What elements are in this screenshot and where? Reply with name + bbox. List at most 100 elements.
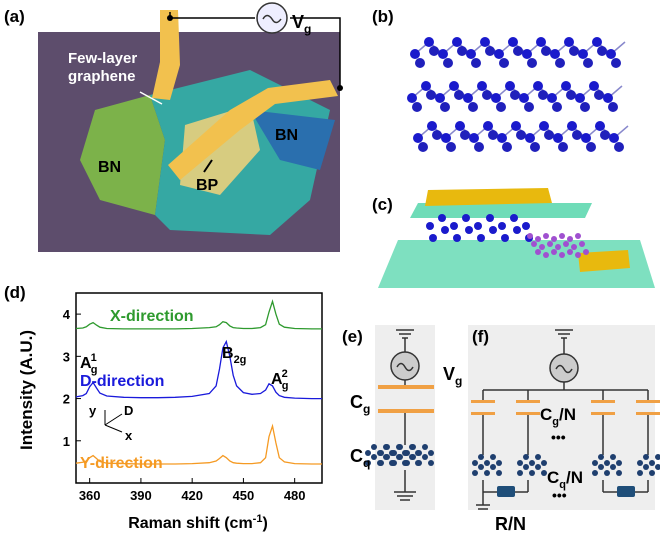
atom bbox=[371, 444, 377, 450]
electrode bbox=[425, 188, 552, 206]
atom bbox=[465, 226, 473, 234]
atom bbox=[522, 222, 530, 230]
atom bbox=[598, 454, 604, 460]
legend-label: X-direction bbox=[110, 308, 194, 325]
atom bbox=[597, 46, 607, 56]
atom bbox=[566, 90, 576, 100]
legend-label: Y-direction bbox=[80, 455, 163, 472]
atom bbox=[589, 81, 599, 91]
capacitor-plate bbox=[378, 385, 434, 389]
atom bbox=[496, 470, 502, 476]
atom bbox=[567, 249, 573, 255]
capacitor-plate bbox=[636, 400, 660, 403]
ellipsis: ••• bbox=[551, 429, 566, 445]
atom bbox=[606, 49, 616, 59]
atom bbox=[416, 450, 422, 456]
atom bbox=[441, 133, 451, 143]
atom bbox=[443, 58, 453, 68]
atom bbox=[543, 252, 549, 258]
atom bbox=[563, 241, 569, 247]
atom bbox=[378, 450, 384, 456]
capacitor-plate bbox=[516, 412, 540, 415]
atom bbox=[457, 46, 467, 56]
atom bbox=[604, 470, 610, 476]
atom bbox=[527, 58, 537, 68]
resistor bbox=[617, 486, 635, 497]
text: g bbox=[363, 402, 370, 416]
atom bbox=[501, 234, 509, 242]
resistor-label: R/N bbox=[495, 514, 526, 534]
x-tick-label: 390 bbox=[130, 488, 152, 503]
atom bbox=[510, 90, 520, 100]
atom bbox=[435, 93, 445, 103]
atom bbox=[579, 241, 585, 247]
atom bbox=[547, 93, 557, 103]
x-tick-label: 480 bbox=[284, 488, 306, 503]
atom bbox=[484, 470, 490, 476]
atom bbox=[488, 130, 498, 140]
atom bbox=[616, 460, 622, 466]
atom bbox=[428, 460, 434, 466]
atom bbox=[603, 93, 613, 103]
atom bbox=[525, 133, 535, 143]
text: C bbox=[547, 468, 559, 487]
atom bbox=[543, 233, 549, 239]
atom bbox=[536, 37, 546, 47]
atom bbox=[522, 49, 532, 59]
atom bbox=[609, 133, 619, 143]
atom bbox=[453, 234, 461, 242]
atom bbox=[427, 121, 437, 131]
atom bbox=[418, 142, 428, 152]
bp-layers bbox=[407, 37, 628, 152]
atom bbox=[595, 121, 605, 131]
resistor bbox=[497, 486, 515, 497]
text: /N bbox=[566, 468, 583, 487]
inset-axis bbox=[105, 425, 122, 432]
atom bbox=[555, 58, 565, 68]
atom bbox=[454, 90, 464, 100]
atom bbox=[384, 454, 390, 460]
atom bbox=[600, 130, 610, 140]
atom bbox=[404, 460, 410, 466]
atom bbox=[535, 464, 541, 470]
atom bbox=[371, 454, 377, 460]
atom bbox=[564, 37, 574, 47]
text: g bbox=[91, 364, 98, 376]
atom bbox=[455, 121, 465, 131]
atom bbox=[422, 454, 428, 460]
y-tick-label: 2 bbox=[63, 392, 70, 407]
atom bbox=[428, 450, 434, 456]
inset-label: x bbox=[125, 428, 133, 443]
atom bbox=[410, 49, 420, 59]
atom bbox=[410, 454, 416, 460]
text: C bbox=[540, 405, 552, 424]
atom bbox=[538, 90, 548, 100]
atom bbox=[559, 233, 565, 239]
atom bbox=[426, 222, 434, 230]
atom bbox=[513, 46, 523, 56]
peak-label: B2g bbox=[222, 345, 246, 366]
atom bbox=[531, 241, 537, 247]
atom bbox=[527, 233, 533, 239]
atom bbox=[614, 142, 624, 152]
atom bbox=[655, 454, 660, 460]
atom bbox=[535, 236, 541, 242]
atom bbox=[533, 81, 543, 91]
atom bbox=[539, 121, 549, 131]
atom bbox=[541, 46, 551, 56]
atom bbox=[637, 470, 643, 476]
atom bbox=[519, 93, 529, 103]
atom bbox=[413, 133, 423, 143]
atom bbox=[541, 460, 547, 466]
atom bbox=[550, 49, 560, 59]
atom bbox=[397, 454, 403, 460]
atom bbox=[529, 470, 535, 476]
text: /N bbox=[559, 405, 576, 424]
atom bbox=[440, 102, 450, 112]
atom bbox=[592, 37, 602, 47]
atom bbox=[561, 81, 571, 91]
atom bbox=[426, 90, 436, 100]
atom bbox=[505, 81, 515, 91]
atom bbox=[477, 81, 487, 91]
atom bbox=[553, 133, 563, 143]
